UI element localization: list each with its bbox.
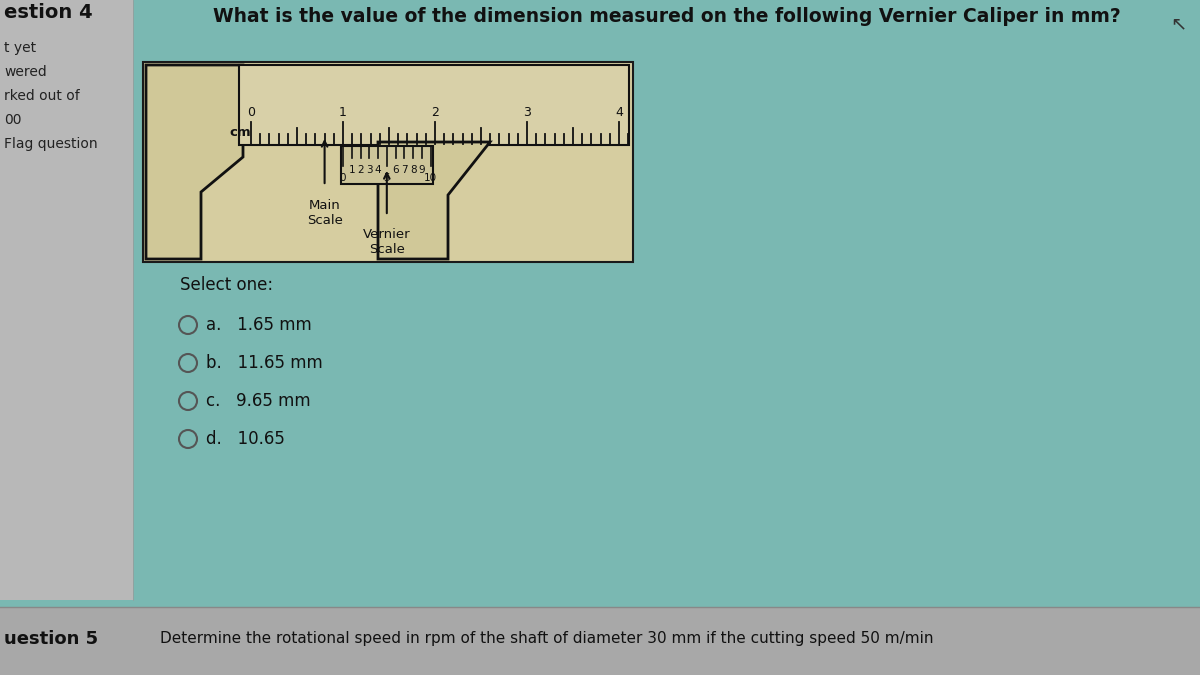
Polygon shape	[146, 65, 242, 259]
Text: 0: 0	[247, 106, 256, 119]
Text: d.   10.65: d. 10.65	[206, 430, 284, 448]
Bar	[341, 146, 433, 184]
Bar	[0, 0, 133, 600]
Text: Flag question: Flag question	[4, 137, 97, 151]
Text: wered: wered	[4, 65, 47, 79]
Text: t yet: t yet	[4, 41, 36, 55]
Bar	[143, 62, 634, 262]
Text: estion 4: estion 4	[4, 3, 92, 22]
Text: 00: 00	[4, 113, 22, 127]
Bar	[313, 67, 542, 87]
Text: cm: cm	[229, 126, 251, 138]
Text: 3: 3	[523, 106, 530, 119]
Text: 8: 8	[409, 165, 416, 175]
Text: 6: 6	[392, 165, 398, 175]
Text: Vernier
Scale: Vernier Scale	[362, 228, 410, 256]
Text: a.   1.65 mm: a. 1.65 mm	[206, 316, 312, 334]
Text: 1: 1	[348, 165, 355, 175]
Bar	[239, 65, 629, 145]
Bar	[0, 607, 1200, 675]
Text: ↖: ↖	[1170, 14, 1186, 33]
Text: 7: 7	[401, 165, 408, 175]
Text: uestion 5: uestion 5	[4, 630, 98, 648]
Text: b.   11.65 mm: b. 11.65 mm	[206, 354, 323, 372]
Text: 0: 0	[340, 173, 347, 183]
Text: 5: 5	[384, 173, 390, 183]
Polygon shape	[378, 142, 490, 259]
Text: Determine the rotational speed in rpm of the shaft of diameter 30 mm if the cutt: Determine the rotational speed in rpm of…	[160, 632, 934, 647]
Text: What is the value of the dimension measured on the following Vernier Caliper in : What is the value of the dimension measu…	[214, 7, 1121, 26]
Text: 1: 1	[340, 106, 347, 119]
Text: 9: 9	[419, 165, 425, 175]
Text: 2: 2	[358, 165, 364, 175]
Text: 10: 10	[424, 173, 437, 183]
Text: Select one:: Select one:	[180, 276, 274, 294]
Text: rked out of: rked out of	[4, 89, 79, 103]
Text: Main
Scale: Main Scale	[307, 199, 342, 227]
Text: 2: 2	[431, 106, 439, 119]
Text: 3: 3	[366, 165, 372, 175]
Text: c.   9.65 mm: c. 9.65 mm	[206, 392, 311, 410]
Text: 4: 4	[616, 106, 623, 119]
Text: 4: 4	[374, 165, 382, 175]
